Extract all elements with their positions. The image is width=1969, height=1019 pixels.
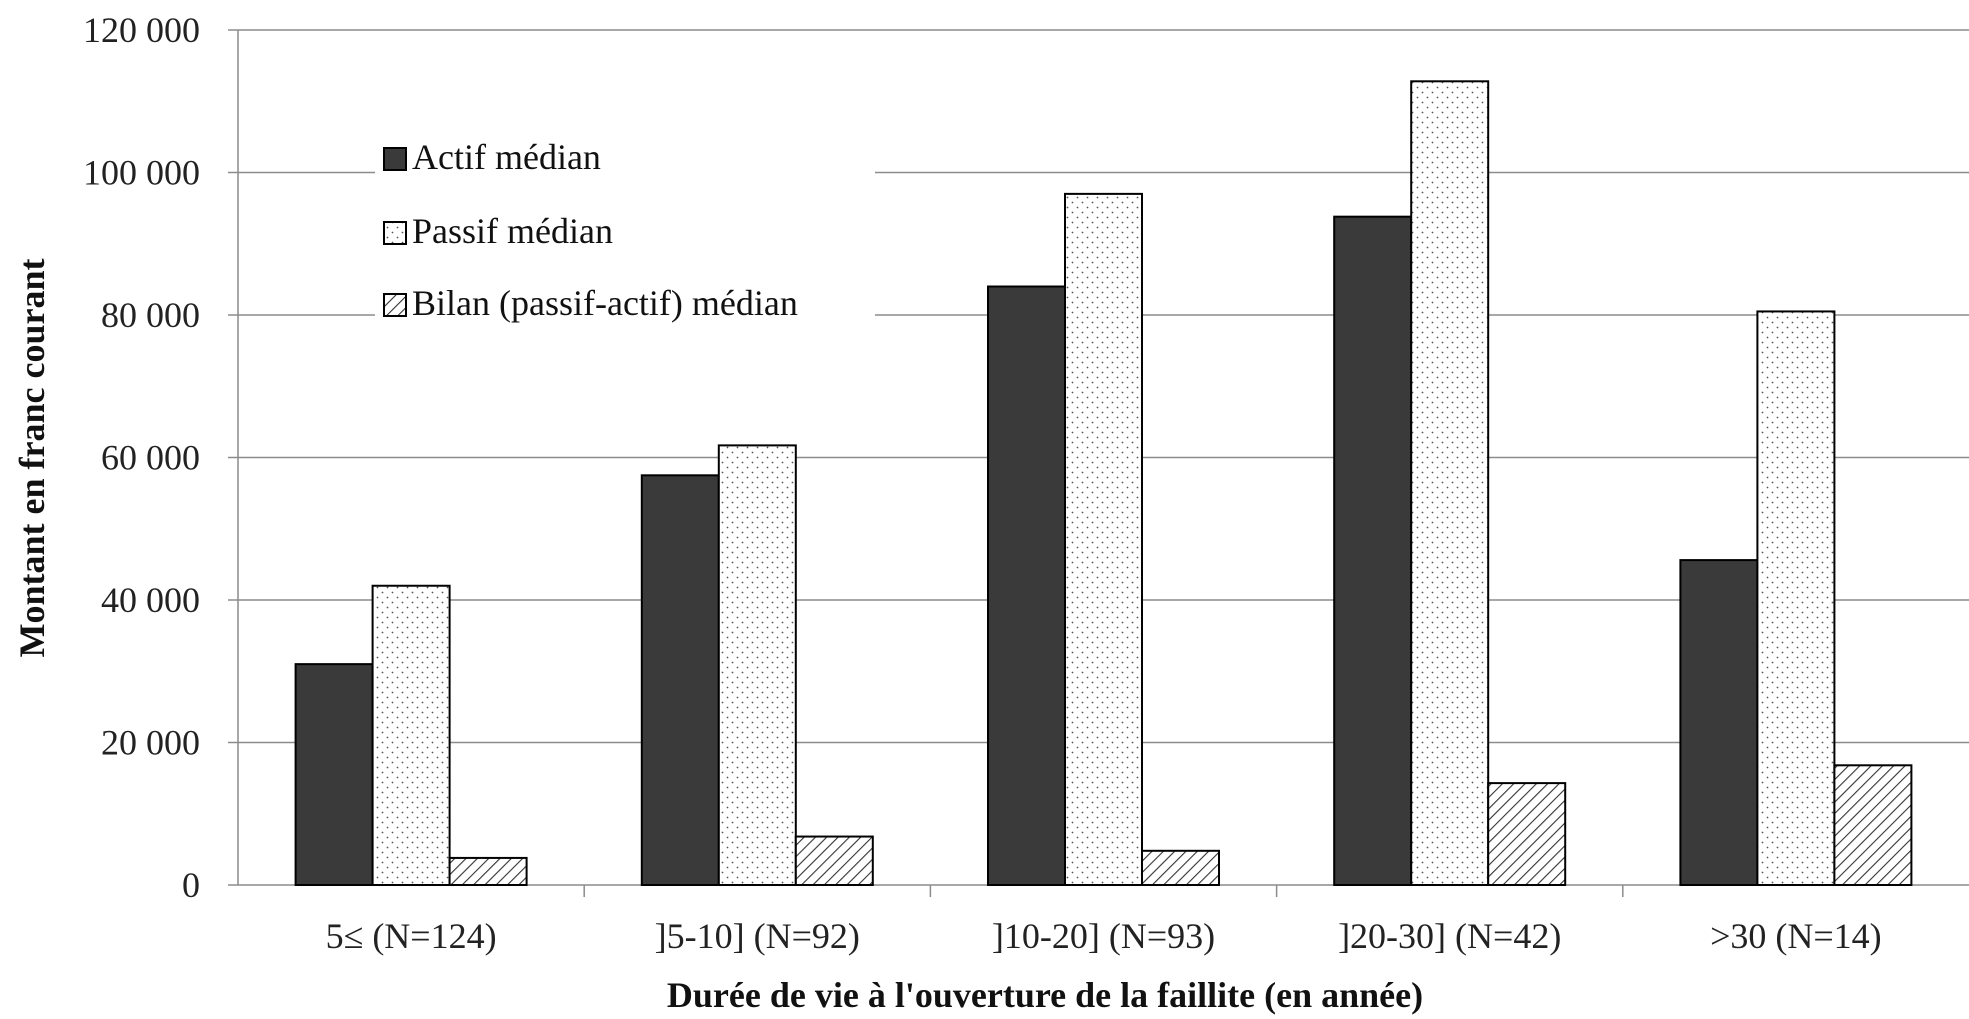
legend-background	[375, 134, 875, 334]
legend-label: Bilan (passif-actif) médian	[412, 283, 798, 323]
bar-actif-median	[1333, 215, 1413, 887]
x-tick-labels: 5≤ (N=124) ]5-10] (N=92) ]10-20] (N=93) ]20…	[326, 916, 1882, 956]
bar-bilan-median	[1141, 849, 1220, 886]
bar-bilan-median	[794, 835, 874, 886]
legend-swatch-passif	[383, 221, 407, 245]
x-tick-label: >30 (N=14)	[1710, 916, 1882, 956]
bar-passif-median	[717, 444, 797, 886]
y-tick-label: 40 000	[101, 580, 200, 620]
y-tick-label: 120 000	[83, 10, 200, 50]
x-tick-label: ]5-10] (N=92)	[655, 916, 860, 956]
legend-swatch-actif	[383, 147, 407, 171]
bar-actif-median	[987, 285, 1066, 886]
legend-label: Passif médian	[412, 211, 613, 251]
bar-passif-median	[1756, 310, 1836, 886]
y-axis-title: Montant en franc courant	[12, 259, 52, 658]
x-tick-label: 5≤ (N=124)	[326, 916, 497, 956]
x-tick-label: ]10-20] (N=93)	[992, 916, 1215, 956]
legend-label: Actif médian	[412, 137, 601, 177]
y-tick-label: 80 000	[101, 295, 200, 335]
x-tick-label: ]20-30] (N=42)	[1338, 916, 1561, 956]
y-tick-labels: 0 20 000 40 000 60 000 80 000 100 000 120 000	[83, 10, 200, 905]
bar-actif-median	[294, 663, 374, 886]
bar-passif-median	[1410, 80, 1490, 887]
y-tick-label: 20 000	[101, 723, 200, 763]
x-axis-title: Durée de vie à l'ouverture de la faillit…	[667, 975, 1423, 1015]
bar-actif-median	[640, 474, 720, 886]
bar-bilan-median	[1833, 764, 1913, 886]
legend-swatch-bilan	[383, 293, 407, 317]
bar-passif-median	[1064, 192, 1143, 886]
y-tick-label: 100 000	[83, 153, 200, 193]
bar-passif-median	[371, 584, 451, 886]
bars	[294, 80, 1913, 887]
y-tick-label: 0	[182, 865, 200, 905]
bar-bilan-median	[448, 856, 528, 886]
bar-actif-median	[1679, 559, 1759, 886]
bar-bilan-median	[1487, 782, 1567, 886]
legend: Actif médian Passif médian Bilan (passif-a…	[375, 134, 875, 334]
y-tick-label: 60 000	[101, 438, 200, 478]
